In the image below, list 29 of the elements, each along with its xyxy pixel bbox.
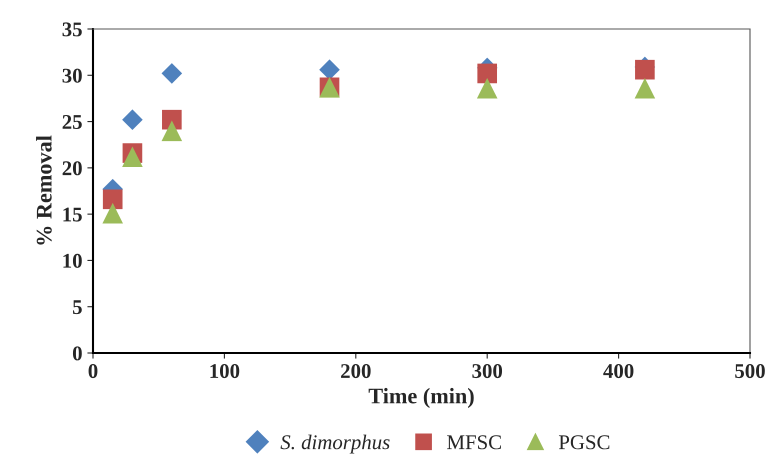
legend-label: S. dimorphus <box>280 434 390 454</box>
legend-label: MFSC <box>447 435 501 450</box>
x-tick-label: 200 <box>341 364 371 378</box>
point <box>162 120 182 142</box>
y-tick-label: 5 <box>73 300 82 314</box>
point <box>102 202 124 224</box>
x-tick-label: 400 <box>603 364 634 378</box>
y-tick-label: 25 <box>62 115 82 130</box>
point <box>476 78 498 99</box>
y-tick-label: 15 <box>63 208 82 222</box>
point <box>102 190 123 210</box>
x-axis-title: Time (min) <box>368 388 474 408</box>
x-tick-label: 100 <box>210 364 240 378</box>
x-tick-label: 0 <box>88 364 98 378</box>
y-tick-label: 0 <box>72 346 82 360</box>
y-tick-label: 30 <box>62 68 82 83</box>
y-tick-label: 20 <box>62 161 82 176</box>
point <box>634 78 656 99</box>
y-axis-title: % Removal <box>36 136 52 245</box>
point <box>635 60 655 80</box>
point <box>162 63 182 84</box>
x-tick-label: 300 <box>472 364 502 378</box>
legend-label: PGSC <box>558 435 610 450</box>
point <box>122 146 143 168</box>
point <box>122 109 143 130</box>
y-tick-label: 35 <box>62 22 82 36</box>
x-tick-label: 500 <box>735 364 765 378</box>
y-tick-label: 10 <box>63 254 82 268</box>
point <box>477 64 498 84</box>
